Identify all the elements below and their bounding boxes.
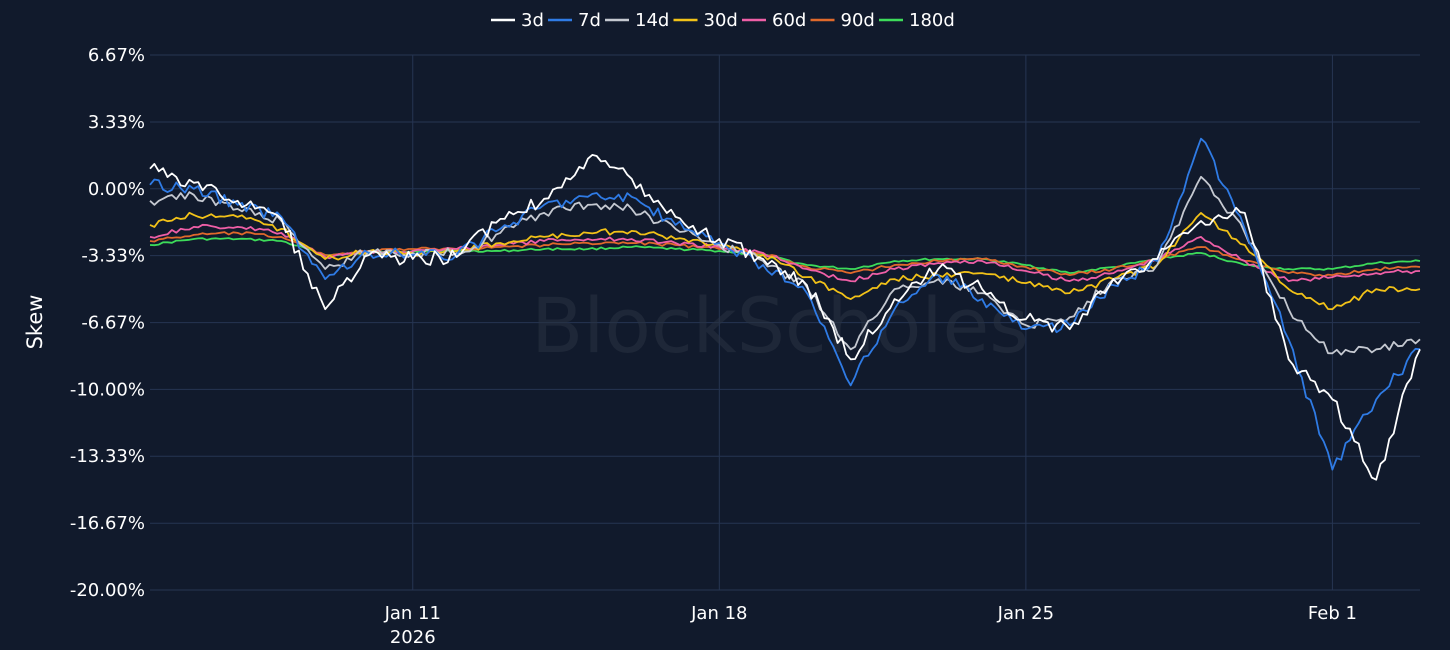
x-tick-label-0: Jan 11 (384, 603, 441, 624)
y-tick-label-0: 6.67% (88, 45, 145, 66)
legend-label-3d: 3d (521, 10, 544, 31)
x-tick-label-1: Jan 18 (690, 603, 747, 624)
y-tick-label-4: -6.67% (81, 313, 145, 334)
y-axis-title: Skew (23, 295, 47, 350)
x-tick-sublabel-0: 2026 (390, 627, 436, 648)
y-tick-label-6: -13.33% (70, 446, 145, 467)
legend: 3d 7d 14d 30d 60d 90d 180d (491, 10, 955, 31)
x-tick-label-2: Jan 25 (997, 603, 1054, 624)
y-tick-label-1: 3.33% (88, 112, 145, 133)
series-line-14d (149, 175, 1421, 356)
y-tick-label-3: -3.33% (81, 246, 145, 267)
x-tick-label-3: Feb 1 (1308, 603, 1357, 624)
grid-layer (150, 54, 1420, 591)
legend-label-90d: 90d (841, 10, 875, 31)
legend-label-180d: 180d (909, 10, 955, 31)
y-tick-label-5: -10.00% (70, 379, 145, 400)
legend-label-14d: 14d (635, 10, 669, 31)
y-tick-label-7: -16.67% (70, 513, 145, 534)
x-axis-ticks: Jan 11 2026 Jan 18 Jan 25 Feb 1 (384, 603, 1357, 648)
legend-label-60d: 60d (772, 10, 806, 31)
y-axis-ticks: 6.67% 3.33% 0.00% -3.33% -6.67% -10.00% -13.33… (70, 45, 145, 601)
series-line-3d (149, 154, 1421, 481)
blockscholes-watermark: BlockScholes (531, 281, 1029, 370)
legend-label-30d: 30d (704, 10, 738, 31)
legend-label-7d: 7d (578, 10, 601, 31)
series-line-7d (149, 137, 1421, 471)
y-tick-label-8: -20.00% (70, 580, 145, 601)
lines-layer (149, 137, 1421, 481)
y-tick-label-2: 0.00% (88, 179, 145, 200)
